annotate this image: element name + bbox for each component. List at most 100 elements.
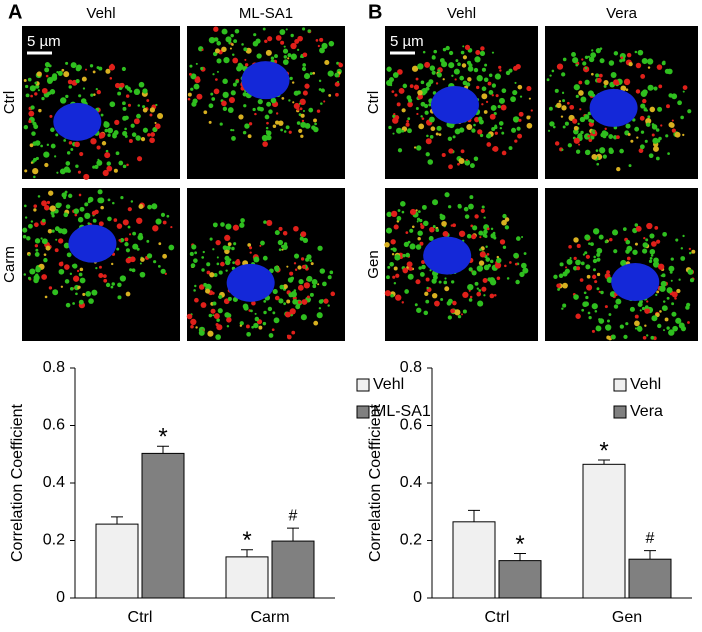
organelle bbox=[495, 94, 499, 98]
organelle bbox=[44, 67, 50, 73]
organelle bbox=[595, 48, 601, 54]
legend-label: Vehl bbox=[373, 376, 404, 393]
organelle bbox=[581, 58, 584, 61]
organelle bbox=[75, 292, 78, 296]
organelle bbox=[216, 58, 222, 64]
organelle bbox=[309, 259, 312, 262]
organelle bbox=[56, 171, 59, 174]
organelle bbox=[54, 248, 59, 253]
organelle bbox=[306, 275, 313, 282]
organelle bbox=[97, 189, 103, 195]
organelle bbox=[119, 238, 125, 243]
organelle bbox=[132, 231, 137, 236]
organelle bbox=[261, 134, 269, 142]
column-header: Vehl bbox=[86, 5, 115, 22]
organelle bbox=[686, 302, 691, 307]
organelle bbox=[22, 234, 27, 239]
organelle bbox=[384, 242, 390, 248]
organelle bbox=[254, 316, 260, 322]
organelle bbox=[438, 133, 442, 137]
organelle bbox=[216, 41, 222, 46]
organelle bbox=[313, 126, 319, 133]
organelle bbox=[94, 209, 99, 215]
y-tick-label: 0.8 bbox=[43, 359, 65, 376]
organelle bbox=[23, 273, 27, 276]
organelle bbox=[509, 261, 512, 264]
organelle bbox=[226, 245, 231, 251]
organelle bbox=[87, 200, 91, 204]
organelle bbox=[390, 293, 394, 298]
organelle bbox=[439, 214, 446, 221]
organelle bbox=[220, 261, 225, 267]
organelle bbox=[103, 121, 110, 128]
organelle bbox=[289, 76, 293, 81]
organelle bbox=[642, 98, 647, 104]
organelle bbox=[29, 268, 36, 275]
organelle bbox=[592, 228, 600, 235]
organelle bbox=[49, 114, 53, 118]
organelle bbox=[473, 123, 476, 127]
organelle bbox=[573, 294, 579, 300]
organelle bbox=[225, 223, 232, 230]
organelle bbox=[79, 267, 84, 272]
organelle bbox=[479, 236, 482, 239]
organelle bbox=[425, 152, 430, 157]
organelle bbox=[214, 48, 220, 54]
organelle bbox=[170, 226, 173, 229]
organelle bbox=[645, 117, 652, 125]
organelle bbox=[415, 106, 419, 110]
organelle bbox=[652, 145, 659, 152]
organelle bbox=[687, 321, 690, 324]
organelle bbox=[31, 131, 36, 136]
organelle bbox=[299, 55, 303, 58]
organelle bbox=[425, 299, 430, 304]
organelle bbox=[656, 64, 663, 70]
organelle bbox=[575, 149, 581, 154]
organelle bbox=[65, 204, 71, 209]
organelle bbox=[675, 238, 679, 242]
organelle bbox=[481, 286, 487, 292]
organelle bbox=[510, 96, 516, 103]
organelle bbox=[416, 145, 422, 151]
organelle bbox=[389, 261, 394, 267]
organelle bbox=[208, 313, 213, 318]
organelle bbox=[469, 163, 475, 169]
organelle bbox=[259, 244, 262, 247]
organelle bbox=[613, 79, 619, 86]
organelle bbox=[140, 137, 146, 142]
organelle bbox=[645, 334, 649, 337]
organelle bbox=[452, 300, 457, 306]
organelle bbox=[228, 96, 236, 104]
organelle bbox=[113, 218, 118, 222]
organelle bbox=[462, 291, 469, 299]
organelle bbox=[149, 137, 155, 144]
organelle bbox=[447, 136, 453, 142]
organelle bbox=[561, 148, 564, 151]
organelle bbox=[48, 286, 53, 290]
organelle bbox=[129, 233, 132, 236]
organelle bbox=[232, 261, 236, 265]
organelle bbox=[561, 91, 565, 94]
organelle bbox=[92, 165, 96, 169]
organelle bbox=[65, 94, 69, 99]
organelle bbox=[494, 73, 501, 80]
organelle bbox=[648, 153, 654, 159]
organelle bbox=[390, 248, 393, 251]
organelle bbox=[247, 243, 252, 247]
organelle bbox=[216, 256, 219, 259]
organelle bbox=[84, 202, 89, 207]
organelle bbox=[576, 266, 581, 271]
organelle bbox=[299, 107, 303, 111]
organelle bbox=[300, 257, 305, 261]
organelle bbox=[221, 100, 227, 107]
organelle bbox=[646, 300, 649, 303]
organelle bbox=[200, 66, 204, 71]
organelle bbox=[147, 133, 151, 137]
organelle bbox=[417, 210, 421, 214]
organelle bbox=[404, 289, 409, 294]
organelle bbox=[78, 193, 82, 197]
organelle bbox=[431, 278, 437, 284]
legend-swatch bbox=[356, 405, 370, 419]
organelle bbox=[266, 101, 272, 107]
organelle bbox=[275, 35, 282, 41]
